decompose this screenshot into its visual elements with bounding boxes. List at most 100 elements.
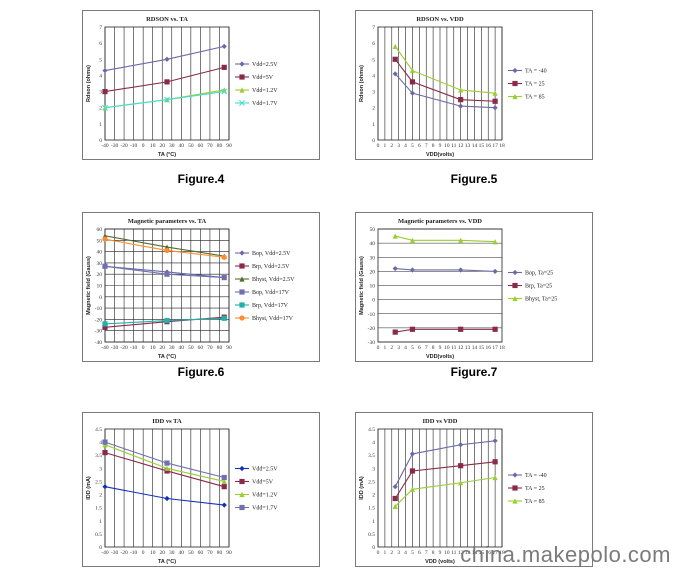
y-tick-label-7: 40 bbox=[370, 241, 376, 247]
legend-marker-2 bbox=[239, 491, 245, 498]
x-tick-label-17: 17 bbox=[492, 345, 498, 351]
x-tick-label-10: 10 bbox=[444, 550, 450, 556]
data-point-2-1 bbox=[409, 67, 416, 74]
series-line-5 bbox=[104, 238, 225, 258]
x-tick-label-14: 14 bbox=[472, 143, 478, 149]
chart-magnetic-vs-ta: Magnetic parameters vs. TA-40 -30 -20 -10 0 1… bbox=[86, 218, 295, 360]
data-point-0-2 bbox=[458, 103, 464, 109]
data-point-2-2 bbox=[221, 478, 227, 485]
x-tick-label-1: -30 bbox=[111, 345, 119, 351]
series-line-3 bbox=[104, 91, 225, 109]
data-point-1-0 bbox=[392, 495, 398, 502]
data-point-3-2 bbox=[221, 88, 228, 95]
data-point-0-1 bbox=[164, 495, 170, 502]
x-tick-label-6: 20 bbox=[159, 550, 165, 556]
x-tick-label-9: 50 bbox=[188, 345, 194, 351]
x-tick-label-17: 17 bbox=[492, 143, 498, 149]
x-tick-label-12: 12 bbox=[458, 550, 464, 556]
chart-title: RDSON vs. VDD bbox=[416, 16, 464, 23]
x-tick-label-5: 5 bbox=[411, 345, 414, 351]
y-tick-label-5: 20 bbox=[370, 269, 376, 275]
x-axis-label: TA (°C) bbox=[158, 559, 176, 565]
y-tick-label-0: -40 bbox=[95, 340, 103, 346]
x-tick-label-10: 60 bbox=[198, 345, 204, 351]
x-tick-label-4: 4 bbox=[404, 143, 407, 149]
data-point-4-2 bbox=[221, 315, 227, 321]
data-point-5-2 bbox=[221, 254, 227, 260]
data-point-2-3 bbox=[492, 474, 498, 481]
legend-marker-0 bbox=[512, 67, 518, 74]
y-tick-label-4: 0 bbox=[99, 295, 102, 301]
x-tick-label-1: 1 bbox=[384, 143, 387, 149]
data-point-2-0 bbox=[392, 43, 398, 49]
y-tick-label-2: 1 bbox=[372, 519, 375, 525]
x-tick-label-0: 0 bbox=[377, 345, 380, 351]
x-tick-label-7: 30 bbox=[169, 550, 175, 556]
x-tick-label-4: 0 bbox=[142, 345, 145, 351]
data-point-3-2-b bbox=[221, 88, 228, 95]
x-tick-label-3: -10 bbox=[130, 550, 138, 556]
y-tick-label-3: 3 bbox=[99, 90, 102, 96]
chart-title: Magnetic parameters vs. TA bbox=[128, 218, 207, 225]
x-tick-label-2: 2 bbox=[390, 143, 393, 149]
data-point-3-0 bbox=[102, 104, 108, 111]
x-tick-label-3: 3 bbox=[397, 143, 400, 149]
x-tick-label-2: -20 bbox=[120, 345, 128, 351]
plot-frame bbox=[104, 428, 230, 548]
chart-title: IDD vs VDD bbox=[423, 418, 458, 425]
data-point-1-0 bbox=[102, 450, 108, 456]
y-axis-label: IDD (mA) bbox=[86, 476, 92, 500]
series-line-0 bbox=[104, 45, 225, 72]
y-tick-label-0: 0 bbox=[99, 545, 102, 551]
figure-caption-4: Figure.4 bbox=[177, 172, 225, 186]
y-tick-label-6: 3 bbox=[372, 466, 375, 472]
legend-marker-2 bbox=[512, 93, 518, 100]
y-tick-label-3: 3 bbox=[372, 90, 375, 96]
data-point-3-1 bbox=[164, 271, 170, 277]
x-tick-label-0: -40 bbox=[101, 143, 109, 149]
data-point-1-1 bbox=[409, 468, 416, 474]
data-point-3-0 bbox=[102, 439, 108, 445]
y-tick-label-1: 0.5 bbox=[368, 532, 375, 538]
x-tick-label-13: 13 bbox=[465, 550, 471, 556]
plot-frame bbox=[377, 428, 503, 548]
x-tick-label-5: 10 bbox=[150, 550, 156, 556]
series-line-0 bbox=[394, 73, 496, 109]
data-point-1-2 bbox=[221, 484, 227, 490]
legend-label-3: Vdd=1.7V bbox=[252, 506, 278, 512]
y-tick-label-0: 0 bbox=[99, 138, 102, 144]
data-point-1-0 bbox=[102, 324, 108, 330]
x-tick-label-4: 0 bbox=[142, 550, 145, 556]
x-tick-label-13: 90 bbox=[226, 345, 232, 351]
data-point-1-2 bbox=[458, 97, 464, 103]
y-axis-label: Rdson (ohms) bbox=[86, 65, 92, 102]
data-point-4-1 bbox=[164, 317, 170, 324]
legend-label-3: Vdd=1.7V bbox=[252, 101, 278, 107]
data-point-0-1 bbox=[409, 267, 416, 273]
data-point-0-2 bbox=[458, 267, 464, 273]
y-tick-label-7: 7 bbox=[99, 25, 102, 31]
data-point-0-1 bbox=[164, 56, 170, 62]
legend-marker-3 bbox=[239, 100, 245, 106]
data-point-2-2 bbox=[458, 87, 464, 93]
x-tick-label-5: 10 bbox=[150, 143, 156, 149]
legend-label-0: Vdd=2.5V bbox=[252, 62, 278, 68]
legend-label-0: Vdd=2.5V bbox=[252, 467, 278, 473]
y-tick-label-2: -20 bbox=[95, 317, 103, 323]
x-tick-label-12: 80 bbox=[217, 550, 223, 556]
x-tick-label-16: 16 bbox=[485, 345, 491, 351]
series-line-1 bbox=[395, 328, 496, 333]
data-point-1-1 bbox=[409, 326, 416, 332]
chart-panel-rdson-vs-vdd: RDSON vs. VDD 0 1 2 3 4 5 6 7 8 9 10 11 12 13 14 15 16 17 1… bbox=[355, 10, 593, 160]
x-tick-label-9: 9 bbox=[439, 345, 442, 351]
data-point-0-3 bbox=[492, 438, 498, 444]
x-tick-label-17: 17 bbox=[492, 550, 498, 556]
figure-caption-6: Figure.6 bbox=[177, 365, 225, 379]
plot-frame bbox=[377, 26, 503, 141]
data-point-0-0 bbox=[102, 67, 108, 74]
legend-label-2: Bhyst, Ta=25 bbox=[525, 297, 557, 303]
legend-label-1: Brp, Ta=25 bbox=[525, 284, 552, 290]
chart-panel-rdson-vs-ta: RDSON vs. TA -40 -30 -20 -10 0 10 20 30 40 50 60 70 8… bbox=[82, 10, 320, 160]
